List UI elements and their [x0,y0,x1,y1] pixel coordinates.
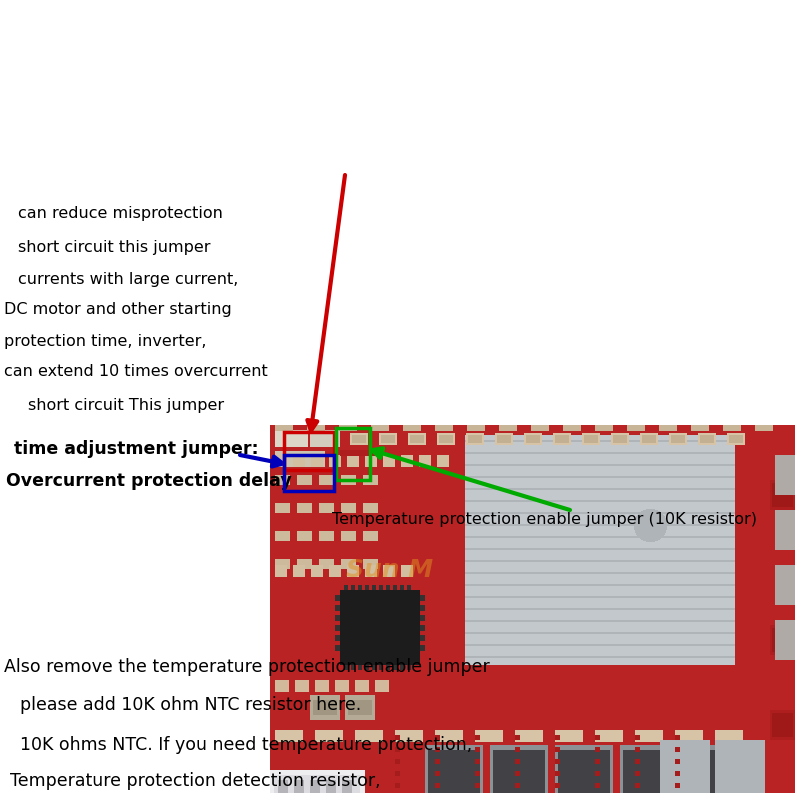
Text: can reduce misprotection: can reduce misprotection [18,206,222,222]
Text: please add 10K ohm NTC resistor here.: please add 10K ohm NTC resistor here. [20,696,362,714]
Bar [336,428,370,480]
Text: currents with large current,: currents with large current, [18,272,238,287]
Text: Temperature protection detection resistor,: Temperature protection detection resisto… [10,772,380,790]
Text: Sun M: Sun M [346,558,434,582]
Bar [284,455,334,491]
Text: can extend 10 times overcurrent: can extend 10 times overcurrent [4,364,268,379]
Text: short circuit this jumper: short circuit this jumper [18,240,210,255]
Text: Temperature protection enable jumper (10K resistor): Temperature protection enable jumper (10… [332,512,757,527]
Text: Also remove the temperature protection enable jumper: Also remove the temperature protection e… [4,658,490,675]
Text: time adjustment jumper:: time adjustment jumper: [14,440,259,458]
Bar [284,432,334,470]
Text: protection time, inverter,: protection time, inverter, [4,334,206,350]
Text: 10K ohms NTC. If you need temperature protection,: 10K ohms NTC. If you need temperature pr… [20,736,472,754]
Text: short circuit This jumper: short circuit This jumper [28,398,224,413]
Text: DC motor and other starting: DC motor and other starting [4,302,232,318]
Text: Overcurrent protection delay: Overcurrent protection delay [6,472,292,490]
